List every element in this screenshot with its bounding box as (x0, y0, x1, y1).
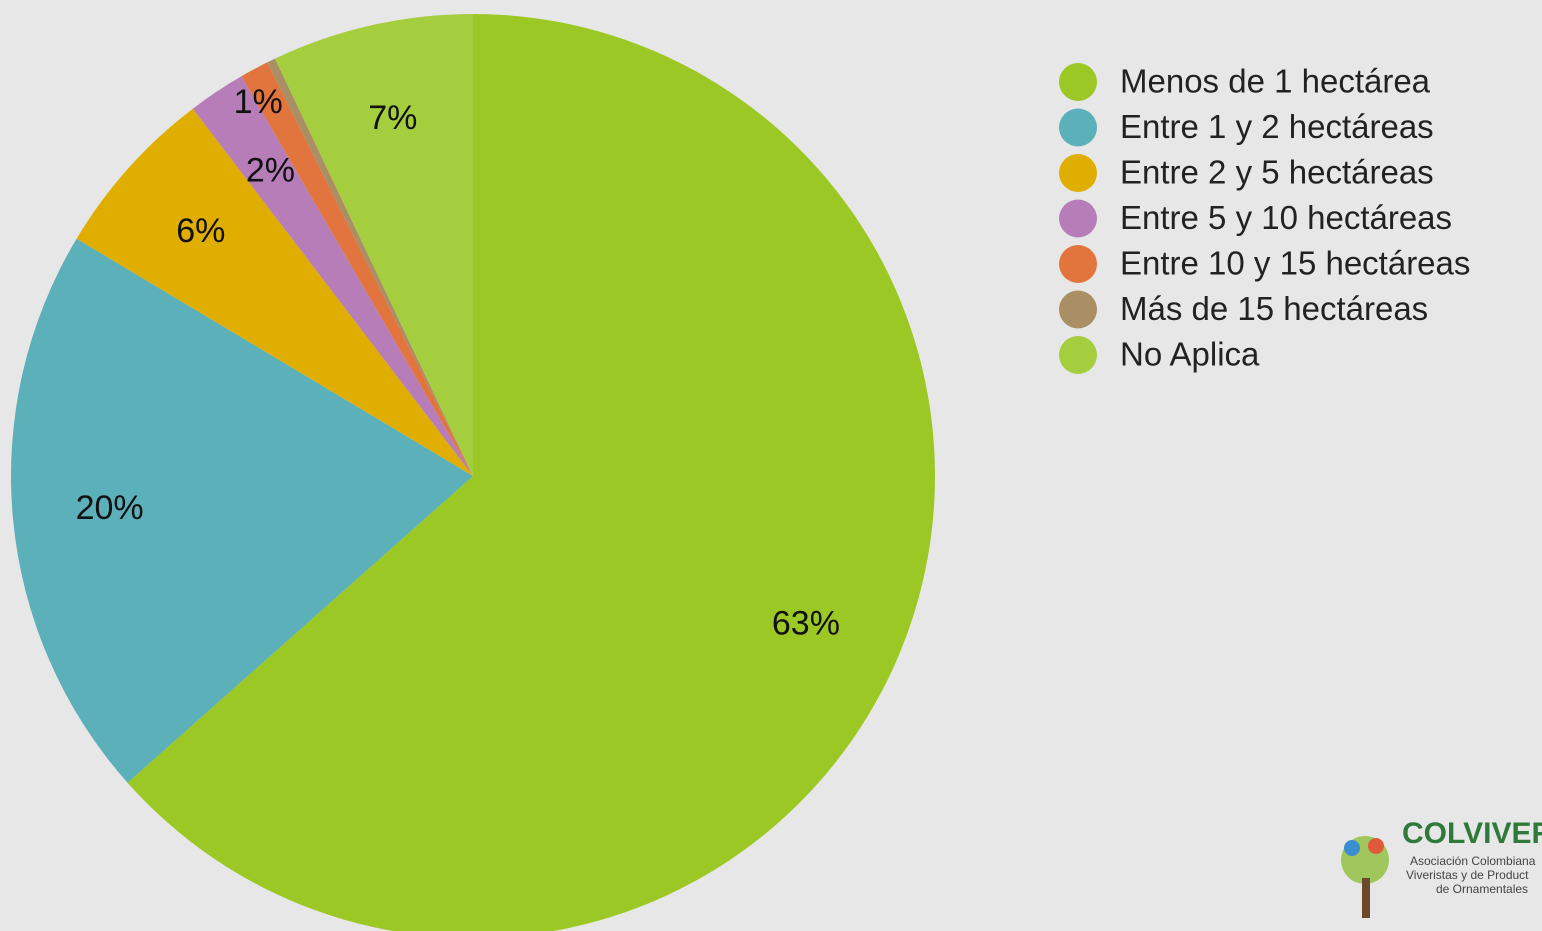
legend-marker (1059, 154, 1097, 192)
logo-icon (1368, 838, 1384, 854)
logo: COLVIVER Asociación Colombiana Viverista… (1341, 817, 1542, 918)
legend-marker (1059, 199, 1097, 238)
legend-label: Más de 15 hectáreas (1120, 290, 1428, 327)
pie-slice (192, 76, 473, 476)
pie-slice (76, 108, 474, 476)
pie-slice (274, 14, 473, 476)
pie-slice (127, 14, 935, 931)
pie-slice (241, 62, 473, 476)
logo-icon (1362, 878, 1370, 918)
legend-marker (1059, 290, 1097, 329)
legend-label: Menos de 1 hectárea (1120, 63, 1431, 100)
data-label: 1% (234, 83, 283, 121)
legend-marker (1059, 245, 1097, 283)
logo-text: Asociación Colombiana (1410, 854, 1536, 868)
legend-label: Entre 10 y 15 hectáreas (1120, 245, 1470, 282)
pie-slice (267, 58, 473, 477)
data-label: 20% (76, 489, 144, 527)
pie-slice (10, 238, 474, 783)
data-label: 63% (772, 605, 840, 643)
legend-marker (1059, 336, 1097, 374)
data-label: 7% (368, 99, 417, 137)
data-label: 6% (176, 212, 225, 250)
legend-label: Entre 5 y 10 hectáreas (1120, 199, 1452, 236)
legend-marker (1059, 63, 1097, 101)
legend-label: Entre 1 y 2 hectáreas (1120, 108, 1434, 145)
legend-label: No Aplica (1120, 336, 1260, 373)
logo-text: Viveristas y de Product (1406, 868, 1529, 882)
legend-marker (1059, 108, 1097, 147)
logo-icon (1344, 840, 1360, 856)
legend-label: Entre 2 y 5 hectáreas (1120, 154, 1434, 191)
logo-name: COLVIVER (1402, 817, 1542, 850)
logo-text: de Ornamentales (1436, 882, 1528, 896)
data-label: 2% (246, 151, 295, 189)
